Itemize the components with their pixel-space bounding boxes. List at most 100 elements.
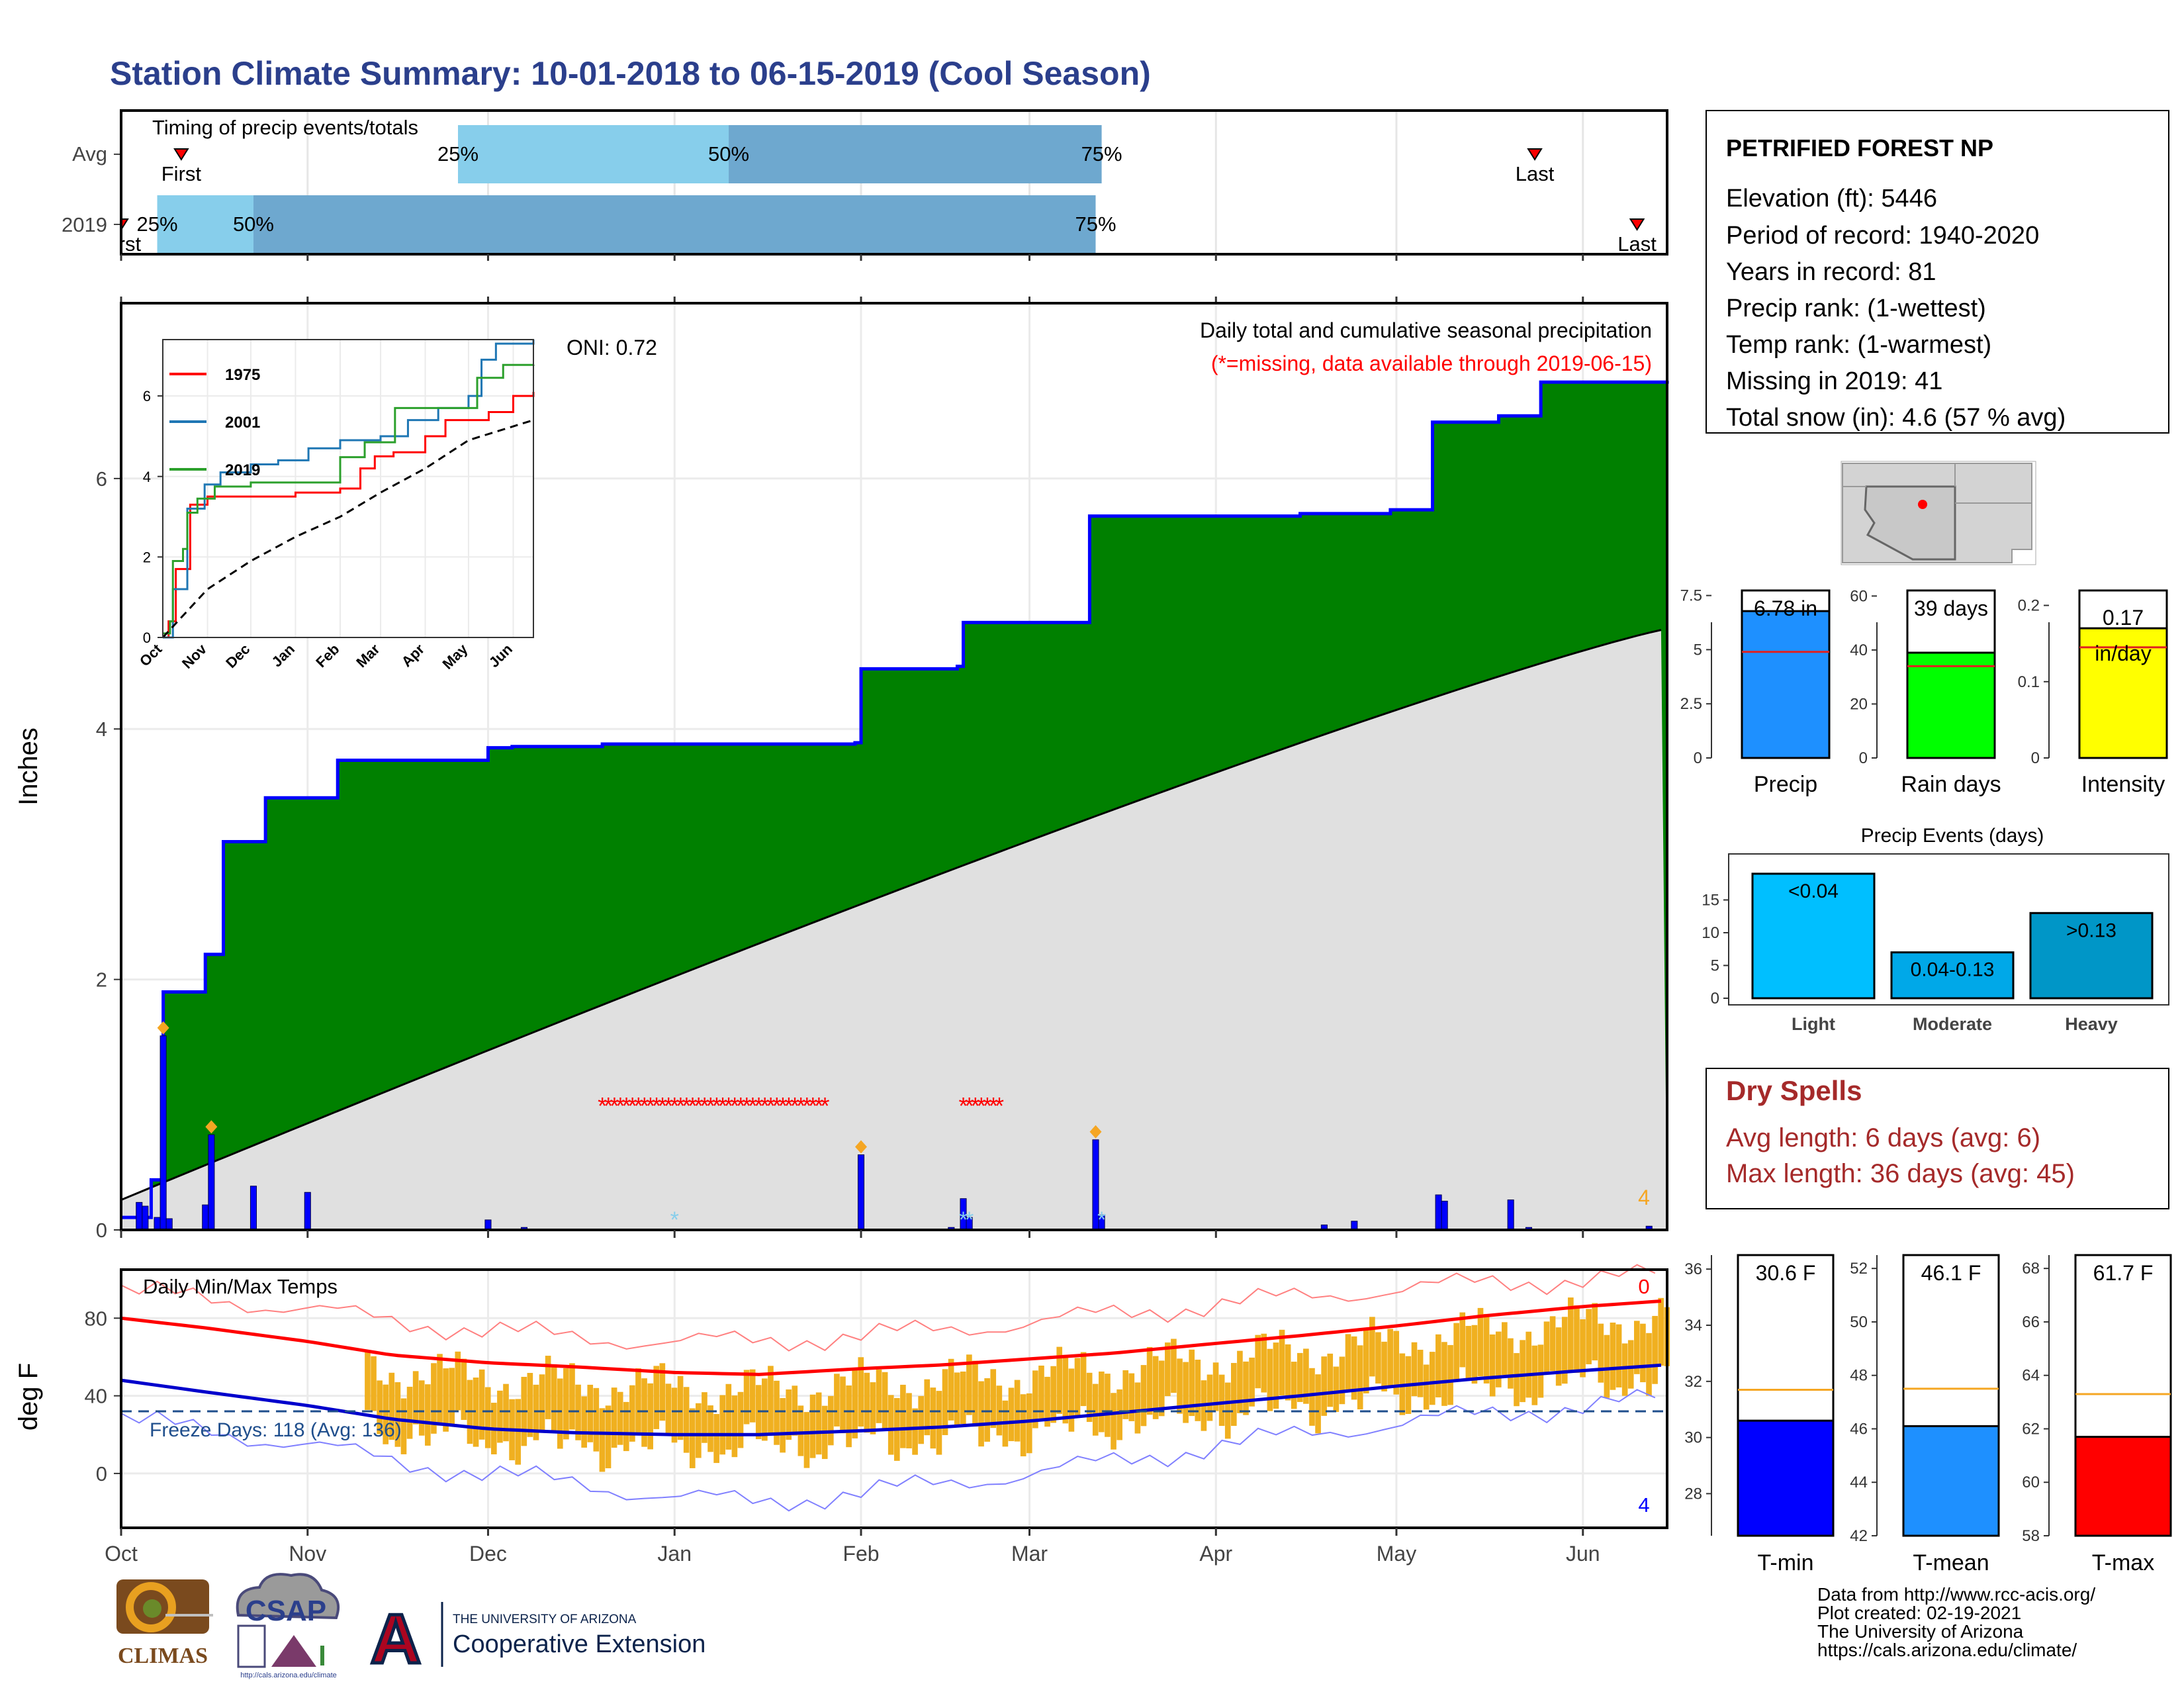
daily-temp-range <box>1134 1382 1141 1434</box>
daily-temp-range <box>696 1403 702 1458</box>
daily-temp-range <box>1321 1356 1327 1416</box>
daily-temp-range <box>725 1383 732 1450</box>
ua-block-a: A <box>371 1600 422 1678</box>
daily-temp-range <box>412 1371 419 1425</box>
daily-temp-range <box>846 1385 852 1448</box>
temp-stat-ytick-label: 52 <box>1850 1260 1868 1278</box>
event-bar-label: >0.13 <box>2066 919 2116 941</box>
temp-stat-ytick-label: 28 <box>1684 1485 1702 1503</box>
daily-temp-range <box>1218 1374 1225 1427</box>
daily-temp-range <box>611 1387 617 1448</box>
station-name: PETRIFIED FOREST NP <box>1726 134 1993 162</box>
ua-cooperative-extension-logo: A THE UNIVERSITY OF ARIZONA Cooperative … <box>360 1599 705 1680</box>
daily-temp-range <box>1243 1361 1249 1415</box>
daily-temp-range <box>1634 1321 1640 1374</box>
stat-value-precip: 6.78 in <box>1754 596 1817 620</box>
climas-logo-text: CLIMAS <box>118 1644 208 1668</box>
temp-stat-ytick-label: 46 <box>1850 1420 1868 1438</box>
daily-temp-range <box>563 1368 569 1440</box>
daily-temp-range <box>815 1392 822 1455</box>
daily-temp-range <box>484 1387 491 1448</box>
month-label: Jun <box>1566 1542 1600 1566</box>
missing-day-marker: * <box>694 1092 704 1119</box>
month-label: Jan <box>657 1542 692 1566</box>
daily-temp-range <box>388 1372 395 1440</box>
temp-value-tmax: 61.7 F <box>2093 1261 2154 1285</box>
daily-temp-range <box>1598 1323 1604 1383</box>
daily-temp-range <box>1411 1342 1418 1397</box>
daily-temp-range <box>551 1364 557 1433</box>
stat-value-intensity: 0.17 in/day <box>2095 606 2151 665</box>
daily-temp-range <box>1074 1358 1081 1417</box>
daily-temp-range <box>719 1395 726 1455</box>
missing-day-marker: * <box>766 1092 776 1119</box>
daily-temp-range <box>1375 1332 1381 1384</box>
daily-temp-range <box>1303 1348 1309 1404</box>
timing-label-p25: 25% <box>437 142 478 165</box>
record-min-line <box>120 1389 1656 1512</box>
avg-max-line <box>120 1299 1662 1376</box>
daily-temp-range <box>653 1366 660 1429</box>
inset-line-2019 <box>163 363 535 635</box>
daily-temp-range <box>473 1378 479 1447</box>
timing-marker-first <box>173 148 189 161</box>
daily-temp-range <box>1520 1340 1525 1403</box>
missing-day-marker: * <box>700 1092 709 1119</box>
stat-label-intensity: Intensity <box>2081 772 2165 797</box>
missing-day-marker: * <box>676 1092 685 1119</box>
events-bars: 0 5 10 15 <0.04 Light 0.04-0.13 Moderate >0.13 He… <box>1702 853 2169 1034</box>
daily-temp-range <box>930 1387 936 1449</box>
daily-temp-range <box>545 1356 551 1419</box>
daily-temp-range <box>1086 1372 1093 1423</box>
month-label: Dec <box>469 1542 507 1566</box>
station-location-marker <box>1918 500 1927 509</box>
average-precip-line <box>120 629 1662 1201</box>
daily-temp-range <box>1393 1331 1400 1395</box>
daily-precip-bar <box>165 1218 173 1231</box>
inset-ytick-label: 4 <box>143 469 151 485</box>
daily-temp-range <box>803 1412 810 1468</box>
daily-temp-range <box>1441 1342 1447 1406</box>
month-label: Feb <box>842 1542 879 1566</box>
daily-temp-range <box>1237 1350 1243 1413</box>
missing-day-marker: * <box>724 1092 733 1119</box>
daily-temp-range <box>527 1373 533 1437</box>
daily-temp-range <box>1261 1333 1267 1393</box>
temp-title: Daily Min/Max Temps <box>143 1275 338 1298</box>
precip-ytick-label: 2 <box>96 968 107 992</box>
daily-temp-range <box>912 1408 918 1455</box>
csap-logo: CSAP http://cals.arizona.edu/climate <box>236 1573 340 1679</box>
daily-temp-range <box>443 1368 449 1432</box>
temp-value-tmean: 46.1 F <box>1921 1261 1981 1285</box>
missing-day-marker: * <box>610 1092 619 1119</box>
footer-plot-created: Plot created: 02-19-2021 <box>1817 1603 2021 1623</box>
daily-temp-range <box>948 1358 954 1421</box>
snow-marker: * <box>965 1207 974 1233</box>
temp-count-bottom: 4 <box>1638 1493 1649 1517</box>
daily-temp-range <box>1291 1362 1297 1409</box>
daily-temp-range <box>533 1384 539 1440</box>
oni-label: ONI: 0.72 <box>567 336 657 359</box>
temp-stat-ytick-label: 34 <box>1684 1317 1702 1335</box>
daily-temp-range <box>1453 1323 1459 1381</box>
missing-day-marker: * <box>772 1092 782 1119</box>
temp-label-tmax: T-max <box>2092 1550 2154 1575</box>
missing-day-marker: * <box>977 1092 986 1119</box>
daily-precip-bar <box>1507 1199 1514 1231</box>
month-label: Mar <box>1011 1542 1048 1566</box>
daily-temp-range <box>1489 1334 1496 1397</box>
timing-bar-q1 <box>157 195 253 254</box>
dry-spells-box: Dry Spells Avg length: 6 days (avg: 6) M… <box>1706 1068 2169 1209</box>
inset-legend-label: 2019 <box>225 461 260 479</box>
timing-label-p75: 75% <box>1075 212 1116 236</box>
footer-url: https://cals.arizona.edu/climate/ <box>1817 1640 2077 1660</box>
daily-temp-range <box>749 1369 756 1423</box>
temp-stat-ytick-label: 30 <box>1684 1429 1702 1447</box>
precip-ylabel: Inches <box>14 727 43 806</box>
daily-temp-range <box>1592 1303 1598 1361</box>
temp-stat-bar <box>2074 1436 2172 1537</box>
missing-day-marker: * <box>796 1092 805 1119</box>
timing-bar-q2 <box>729 125 1102 183</box>
daily-temp-range <box>1508 1338 1514 1389</box>
